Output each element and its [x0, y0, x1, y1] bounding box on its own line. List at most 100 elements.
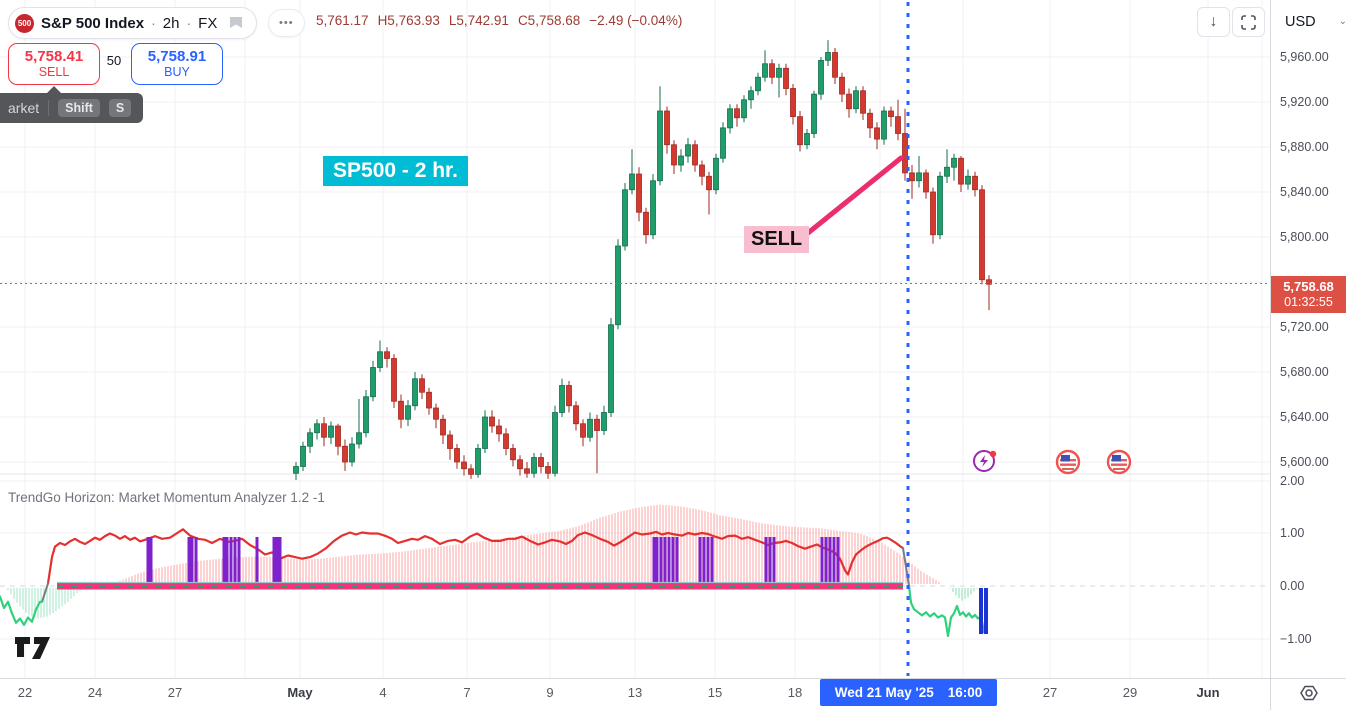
- time-axis-label: 27: [1042, 685, 1058, 700]
- price-axis-label: 5,800.00: [1280, 230, 1329, 244]
- us-economic-event-icon[interactable]: [1106, 449, 1132, 480]
- settings-gear-icon[interactable]: [1294, 681, 1324, 705]
- candle-down: [986, 279, 992, 285]
- candle-up: [601, 412, 607, 431]
- ohlc-readout: 5,761.17 H5,763.93 L5,742.91 C5,758.68 −…: [316, 13, 682, 28]
- candle-down: [566, 385, 572, 407]
- candle-up: [293, 466, 299, 474]
- more-options-button[interactable]: •••: [268, 9, 305, 37]
- price-axis-label: 5,920.00: [1280, 95, 1329, 109]
- bar-countdown: 01:32:55: [1284, 294, 1333, 309]
- fullscreen-icon: [1241, 14, 1256, 30]
- flag-bookmark-icon[interactable]: [228, 15, 244, 31]
- spread-value: 50: [106, 53, 122, 68]
- candle-up: [356, 432, 362, 445]
- sell-button[interactable]: 5,758.41 SELL: [8, 43, 100, 85]
- candle-up: [349, 443, 355, 463]
- candle-down: [538, 457, 544, 467]
- time-axis-label: Jun: [1196, 685, 1220, 700]
- candle-down: [643, 211, 649, 236]
- last-price-badge: 5,758.68 01:32:55: [1271, 276, 1346, 313]
- candle-down: [342, 445, 348, 463]
- price-axis-label: 1.00: [1280, 526, 1305, 540]
- candle-down: [769, 63, 775, 78]
- indicator-title[interactable]: TrendGo Horizon: Market Momentum Analyze…: [8, 490, 325, 505]
- crosshair-date-badge: Wed 21 May '25 16:00: [820, 679, 997, 706]
- time-axis-label: 18: [787, 685, 803, 700]
- candle-up: [657, 110, 663, 182]
- candle-up: [944, 166, 950, 177]
- candle-down: [783, 67, 789, 89]
- candle-up: [951, 157, 957, 168]
- sell-label: SELL: [38, 65, 70, 80]
- symbol-header[interactable]: 500 S&P 500 Index · 2h · FX: [8, 7, 258, 39]
- candle-up: [615, 245, 621, 326]
- time-axis-label: 24: [87, 685, 103, 700]
- price-axis-label: 5,720.00: [1280, 320, 1329, 334]
- candle-up: [552, 412, 558, 474]
- timeframe-selector[interactable]: 2h: [162, 14, 180, 32]
- buy-button[interactable]: 5,758.91 BUY: [131, 43, 223, 85]
- price-axis-label: 5,880.00: [1280, 140, 1329, 154]
- fullscreen-button[interactable]: [1232, 7, 1265, 37]
- candle-up: [328, 425, 334, 438]
- tradingview-logo[interactable]: [14, 636, 52, 665]
- momentum-line-green: [907, 584, 989, 638]
- candle-down: [979, 189, 985, 281]
- ohlc-close: C5,758.68: [517, 13, 581, 28]
- sp500-logo-icon: 500: [15, 13, 34, 33]
- candle-down: [888, 110, 894, 118]
- momentum-line-gray: [902, 547, 910, 587]
- candle-up: [370, 367, 376, 398]
- flash-event-icon[interactable]: [972, 448, 998, 479]
- candle-up: [412, 378, 418, 407]
- price-axis-label: 5,640.00: [1280, 410, 1329, 424]
- candle-down: [391, 358, 397, 402]
- momentum-line-green: [0, 595, 44, 627]
- sell-market-tooltip: arket Shift S: [0, 86, 144, 123]
- candle-down: [433, 407, 439, 420]
- price-axis-label: 5,840.00: [1280, 185, 1329, 199]
- candle-up: [685, 144, 691, 157]
- download-button[interactable]: ↓: [1197, 7, 1230, 37]
- candle-up: [727, 108, 733, 129]
- time-axis-label: 29: [1122, 685, 1138, 700]
- candle-up: [307, 432, 313, 447]
- candle-up: [713, 157, 719, 191]
- candle-down: [846, 93, 852, 110]
- candle-down: [895, 116, 901, 134]
- symbol-name[interactable]: S&P 500 Index: [41, 14, 145, 32]
- chart-title-label[interactable]: SP500 - 2 hr.: [323, 156, 468, 186]
- candle-down: [398, 400, 404, 420]
- candle-down: [440, 418, 446, 436]
- candle-down: [972, 175, 978, 191]
- candle-down: [706, 175, 712, 191]
- candle-up: [678, 155, 684, 166]
- candle-down: [496, 425, 502, 435]
- candle-up: [482, 416, 488, 449]
- time-axis-label: 13: [627, 685, 643, 700]
- candle-up: [818, 59, 824, 95]
- crosshair-time: 16:00: [947, 685, 983, 700]
- candle-up: [853, 90, 859, 110]
- candle-up: [965, 175, 971, 185]
- candle-down: [335, 425, 341, 447]
- separator-dot: ·: [151, 15, 156, 31]
- candle-down: [419, 378, 425, 393]
- candle-up: [755, 76, 761, 92]
- candle-up: [531, 457, 537, 474]
- candle-up: [475, 448, 481, 475]
- price-axis-label: 5,600.00: [1280, 455, 1329, 469]
- candle-up: [629, 173, 635, 191]
- candle-down: [671, 144, 677, 166]
- last-price-value: 5,758.68: [1283, 278, 1334, 294]
- currency-dropdown[interactable]: USD ⌄: [1277, 8, 1346, 35]
- us-economic-event-icon[interactable]: [1055, 449, 1081, 480]
- candle-up: [300, 445, 306, 467]
- time-axis-label: 22: [17, 685, 33, 700]
- sell-annotation-label[interactable]: SELL: [744, 226, 810, 253]
- tooltip-label: arket: [8, 100, 40, 116]
- candle-up: [916, 172, 922, 182]
